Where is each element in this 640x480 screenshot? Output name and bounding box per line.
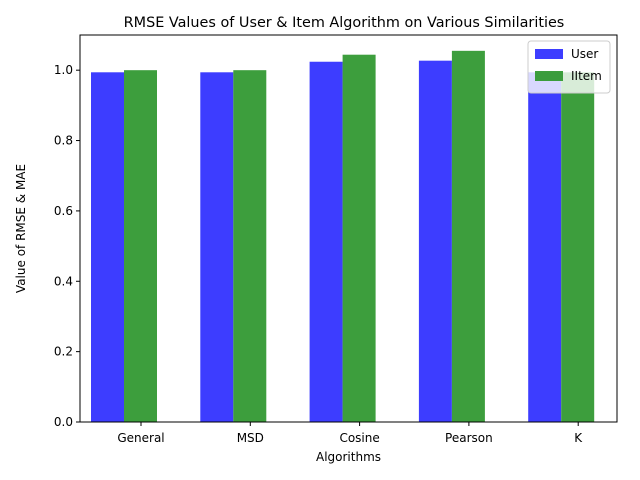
y-tick-label: 0.2 <box>54 345 73 359</box>
bar-iitem-pearson <box>451 50 485 422</box>
x-tick-label: K <box>574 431 583 445</box>
bar-user-pearson <box>418 60 452 422</box>
x-tick-label: MSD <box>237 431 264 445</box>
y-tick-label: 1.0 <box>54 63 73 77</box>
y-tick-label: 0.6 <box>54 204 73 218</box>
legend-label-iitem: IItem <box>571 69 602 83</box>
bar-user-k <box>528 72 562 422</box>
bars-group <box>91 50 595 423</box>
legend-swatch-user <box>535 49 563 59</box>
bar-user-cosine <box>309 61 343 422</box>
y-tick-label: 0.8 <box>54 134 73 148</box>
x-tick-label: Pearson <box>445 431 493 445</box>
y-axis-label: Value of RMSE & MAE <box>14 164 28 293</box>
bar-iitem-cosine <box>342 54 376 423</box>
y-tick-label: 0.4 <box>54 274 73 288</box>
bar-iitem-k <box>561 72 595 422</box>
y-tick-label: 0.0 <box>54 415 73 429</box>
bar-user-general <box>91 72 124 422</box>
legend-swatch-iitem <box>535 71 563 81</box>
x-axis: General MSD Cosine Pearson K <box>117 422 583 445</box>
x-axis-label: Algorithms <box>316 450 381 464</box>
legend-label-user: User <box>571 47 598 61</box>
plot-frame <box>79 34 618 423</box>
x-tick-label: Cosine <box>339 431 379 445</box>
chart-title: RMSE Values of User & Item Algorithm on … <box>124 15 565 31</box>
legend: User IItem <box>527 40 611 94</box>
y-axis: 0.0 0.2 0.4 0.6 0.8 1.0 <box>54 63 80 429</box>
x-tick-label: General <box>117 431 164 445</box>
bar-user-msd <box>200 72 234 422</box>
bar-iitem-msd <box>233 70 267 422</box>
bar-iitem-general <box>124 70 157 422</box>
